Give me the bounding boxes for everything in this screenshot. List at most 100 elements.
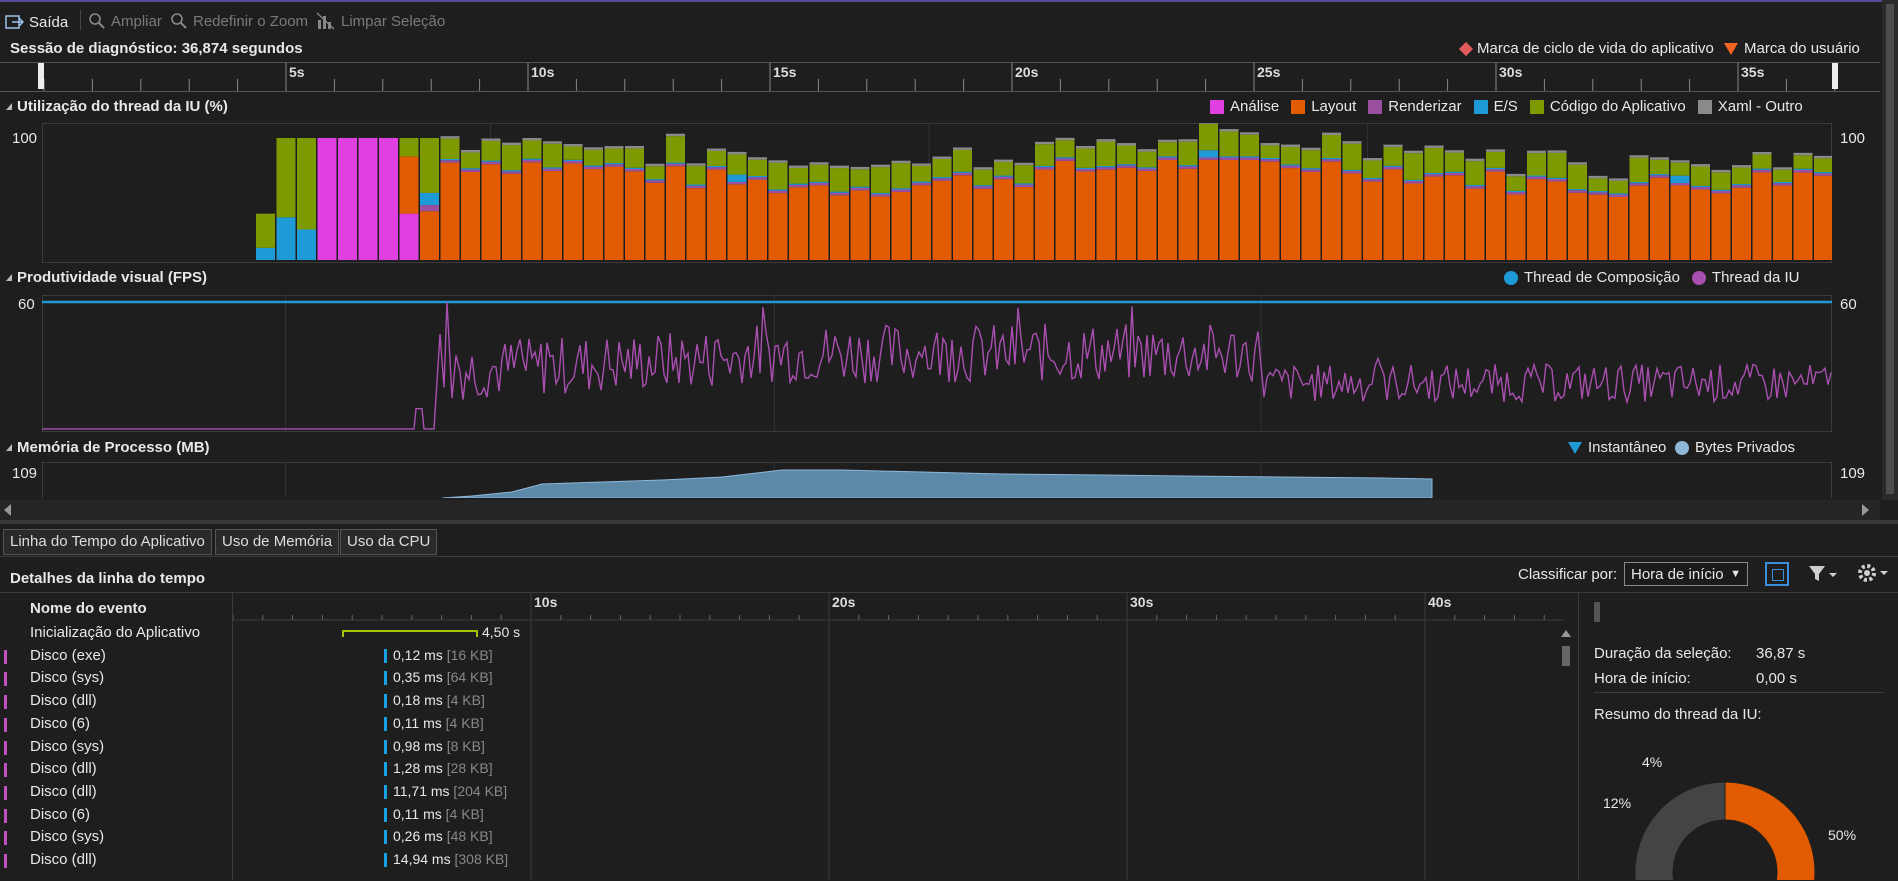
selection-end-handle[interactable] xyxy=(1832,63,1838,89)
column-header-event-name[interactable]: Nome do evento xyxy=(30,600,147,617)
ui-thread-bar-segment xyxy=(686,165,706,185)
ui-thread-bar-segment xyxy=(727,181,747,185)
ui-thread-bar-segment xyxy=(789,184,808,188)
column-divider[interactable] xyxy=(232,593,233,880)
event-row-name[interactable]: Disco (dll) xyxy=(30,783,97,800)
ui-thread-bar-segment xyxy=(1650,159,1669,175)
event-row-name[interactable]: Disco (6) xyxy=(30,715,91,732)
ui-thread-bar-segment xyxy=(953,172,972,176)
event-row-value[interactable]: 0,35 ms [64 KB] xyxy=(384,669,493,686)
ui-thread-bar-segment xyxy=(1178,165,1198,167)
scroll-right-icon[interactable] xyxy=(1862,504,1869,516)
ui-thread-bar-segment xyxy=(994,175,1013,177)
event-row-name[interactable]: Disco (dll) xyxy=(30,851,97,868)
ui-thread-section-header[interactable]: Utilização do thread da IU (%) xyxy=(6,98,228,115)
clear-selection-button[interactable]: Limpar Seleção xyxy=(316,12,445,30)
event-row-name[interactable]: Disco (sys) xyxy=(30,669,105,686)
time-ruler[interactable]: 5s 10s 15s 20s 25s 30s 35s xyxy=(0,62,1880,92)
memory-axis-right: 109 xyxy=(1840,465,1866,482)
event-row-value[interactable]: 0,12 ms [16 KB] xyxy=(384,647,493,664)
details-timeline[interactable]: 10s 20s 30s 40s xyxy=(233,593,1563,880)
event-row-value[interactable]: 4,50 s xyxy=(482,624,520,640)
event-duration-bar xyxy=(384,717,387,732)
event-row-value[interactable]: 0,18 ms [4 KB] xyxy=(384,692,485,709)
legend-dot-icon xyxy=(1691,270,1706,285)
ui-thread-bar-segment xyxy=(1240,132,1259,135)
ui-thread-chart[interactable] xyxy=(42,123,1832,263)
chevron-down-icon: ▼ xyxy=(1730,568,1741,580)
tab-2[interactable]: Uso da CPU xyxy=(340,529,438,555)
event-row-name[interactable]: Inicialização do Aplicativo xyxy=(30,624,201,641)
details-vertical-scrollbar[interactable] xyxy=(1558,624,1574,880)
ui-thread-bar-segment xyxy=(1096,141,1116,167)
ui-thread-donut-chart[interactable] xyxy=(1590,740,1880,880)
gear-icon xyxy=(1858,564,1888,582)
toolbar-separator xyxy=(80,10,81,30)
event-size-text: [204 KB] xyxy=(449,783,508,799)
summary-handle[interactable] xyxy=(1594,602,1600,622)
ui-thread-bar-segment xyxy=(1301,147,1321,151)
details-table[interactable] xyxy=(0,592,1898,881)
event-row-value[interactable]: 0,26 ms [48 KB] xyxy=(384,828,493,845)
tab-1[interactable]: Uso de Memória xyxy=(215,529,340,555)
ui-thread-bar-segment xyxy=(1486,167,1505,170)
exit-button[interactable]: Saída xyxy=(4,12,68,32)
zoom-to-selection-button[interactable] xyxy=(1765,562,1789,586)
ui-thread-bar-segment xyxy=(809,185,829,260)
selection-start-handle[interactable] xyxy=(38,63,44,89)
memory-chart[interactable] xyxy=(42,462,1832,498)
ruler-tick-label: 10s xyxy=(531,64,555,80)
ui-thread-bar-segment xyxy=(1588,191,1608,193)
ui-thread-bar-segment xyxy=(1014,165,1034,184)
ui-thread-bar-segment xyxy=(1158,159,1177,260)
event-category-marker xyxy=(4,718,7,732)
event-row-name[interactable]: Disco (sys) xyxy=(30,828,105,845)
fps-chart[interactable] xyxy=(42,295,1832,432)
vertical-scrollbar[interactable] xyxy=(1882,0,1898,500)
event-row-value[interactable]: 1,28 ms [28 KB] xyxy=(384,760,493,777)
vertical-scroll-thumb[interactable] xyxy=(1886,4,1894,494)
filter-button[interactable] xyxy=(1808,564,1838,588)
event-row-value[interactable]: 11,71 ms [204 KB] xyxy=(384,783,508,800)
settings-button[interactable] xyxy=(1856,562,1890,588)
ui-thread-bar-segment xyxy=(1814,155,1832,159)
memory-section-header[interactable]: Memória de Processo (MB) xyxy=(6,439,210,456)
event-row-name[interactable]: Disco (dll) xyxy=(30,692,97,709)
event-row-name[interactable]: Disco (dll) xyxy=(30,760,97,777)
reset-zoom-button[interactable]: Redefinir o Zoom xyxy=(170,12,308,30)
ui-thread-bar-segment xyxy=(953,175,972,260)
event-row-value[interactable]: 0,11 ms [4 KB] xyxy=(384,715,484,732)
ui-thread-bar-segment xyxy=(1711,189,1731,191)
ui-thread-bar-segment xyxy=(707,167,726,170)
event-row-value[interactable]: 0,98 ms [8 KB] xyxy=(384,738,485,755)
ui-thread-bar-segment xyxy=(1281,146,1300,165)
event-row-value[interactable]: 14,94 ms [308 KB] xyxy=(384,851,508,868)
sort-dropdown[interactable]: Hora de início ▼ xyxy=(1624,562,1748,586)
event-row-name[interactable]: Disco (sys) xyxy=(30,738,105,755)
ui-thread-bar-segment xyxy=(768,162,788,190)
event-row-name[interactable]: Disco (exe) xyxy=(30,647,106,664)
pane-splitter[interactable] xyxy=(0,520,1898,524)
horizontal-scrollbar[interactable] xyxy=(0,500,1880,520)
window-accent-line xyxy=(0,0,1898,2)
ui-thread-bar-segment xyxy=(768,193,788,260)
event-row-name[interactable]: Disco (6) xyxy=(30,806,91,823)
event-duration-bar xyxy=(384,853,387,868)
fps-section-header[interactable]: Produtividade visual (FPS) xyxy=(6,269,207,286)
ui-thread-bar-segment xyxy=(1260,145,1280,159)
details-title: Detalhes da linha do tempo xyxy=(10,570,206,587)
scroll-up-icon[interactable] xyxy=(1561,630,1571,637)
ui-thread-bar-segment xyxy=(420,211,439,260)
ui-thread-bar-segment xyxy=(1137,149,1157,152)
tab-0[interactable]: Linha do Tempo do Aplicativo xyxy=(3,529,212,555)
zoom-in-button[interactable]: Ampliar xyxy=(88,12,162,30)
fps-legend-item: Thread da IU xyxy=(1691,269,1799,286)
event-row-value[interactable]: 0,11 ms [4 KB] xyxy=(384,806,484,823)
event-duration-text: 0,26 ms xyxy=(393,828,443,844)
scroll-left-icon[interactable] xyxy=(4,504,11,516)
details-scroll-thumb[interactable] xyxy=(1562,646,1570,666)
collapse-icon xyxy=(6,274,12,281)
legend-label: Renderizar xyxy=(1388,98,1462,115)
ui-thread-bar-segment xyxy=(1363,160,1382,178)
ui-thread-bar-segment xyxy=(1281,165,1300,169)
